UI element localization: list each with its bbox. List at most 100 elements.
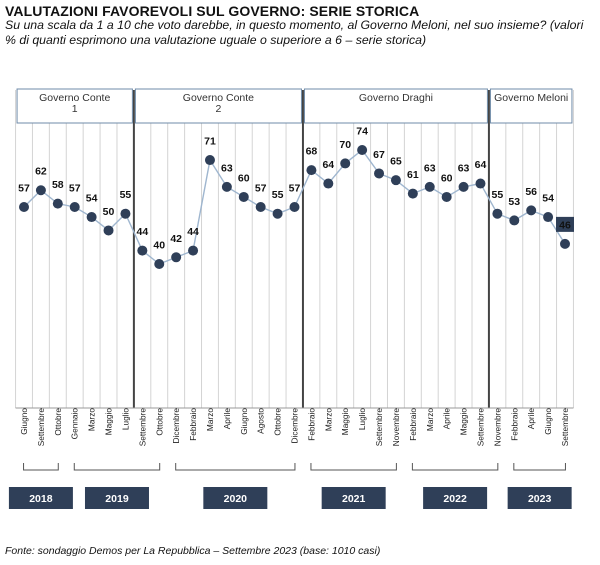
x-tick-label: Giugno xyxy=(19,408,29,435)
data-point xyxy=(407,188,418,199)
year-box xyxy=(321,487,386,509)
data-point xyxy=(560,238,570,249)
year-label: 2021 xyxy=(342,493,366,505)
data-label: 60 xyxy=(441,172,453,184)
data-point xyxy=(19,202,29,212)
data-point xyxy=(35,185,46,196)
x-tick-label: Marzo xyxy=(323,408,333,431)
data-point xyxy=(52,198,63,209)
year-label: 2022 xyxy=(443,493,467,505)
data-label: 55 xyxy=(272,189,284,201)
data-label: 57 xyxy=(18,183,30,195)
data-point xyxy=(272,208,283,219)
grid-lines xyxy=(15,90,574,409)
x-tick-label: Marzo xyxy=(205,408,215,431)
data-label: 57 xyxy=(289,183,301,195)
year-bracket xyxy=(73,463,161,471)
x-tick-label: Aprile xyxy=(442,408,452,430)
year-box xyxy=(8,487,73,509)
data-point xyxy=(221,181,232,192)
data-label: 55 xyxy=(492,189,504,201)
data-label: 65 xyxy=(390,156,402,168)
data-point xyxy=(120,208,131,219)
data-label: 54 xyxy=(542,193,554,205)
data-label: 53 xyxy=(508,196,520,208)
year-label: 2020 xyxy=(224,493,248,505)
x-tick-label: Settembre xyxy=(475,408,485,447)
governo-box xyxy=(489,88,573,124)
x-tick-label: Giugno xyxy=(543,408,553,435)
year-box xyxy=(507,487,572,509)
data-label: 54 xyxy=(86,193,98,205)
data-point xyxy=(424,181,435,192)
x-tick-label: Dicembre xyxy=(171,408,181,444)
x-tick-label: Luglio xyxy=(357,408,367,431)
x-tick-label: Novembre xyxy=(492,408,502,447)
data-label: 63 xyxy=(424,162,436,174)
data-label: 44 xyxy=(136,226,148,238)
data-label: 68 xyxy=(306,146,318,158)
data-label: 42 xyxy=(170,233,182,245)
governo-label-line2: 1 xyxy=(72,103,78,115)
year-box xyxy=(423,487,488,509)
x-tick-label: Aprile xyxy=(222,408,232,430)
x-tick-label: Settembre xyxy=(137,408,147,447)
governo-label-line2: 2 xyxy=(215,103,221,115)
data-point xyxy=(475,178,486,189)
data-label: 63 xyxy=(458,162,470,174)
x-tick-label: Ottobre xyxy=(154,408,164,436)
data-point xyxy=(103,225,114,236)
x-tick-label: Maggio xyxy=(459,408,469,436)
year-bracket xyxy=(23,463,59,471)
data-point xyxy=(306,165,317,176)
x-tick-label: Marzo xyxy=(425,408,435,431)
data-label: 56 xyxy=(525,186,537,198)
x-tick-label: Agosto xyxy=(256,408,266,434)
x-tick-label: Luglio xyxy=(120,408,130,431)
x-tick-label: Giugno xyxy=(239,408,249,435)
source-note: Fonte: sondaggio Demos per La Repubblica… xyxy=(5,545,381,557)
data-label: 61 xyxy=(407,169,419,181)
x-tick-label: Settembre xyxy=(560,408,570,447)
governo-label: Governo Draghi xyxy=(359,92,433,104)
data-point xyxy=(289,202,300,212)
data-point xyxy=(137,245,148,256)
data-label: 60 xyxy=(238,172,250,184)
data-label: 67 xyxy=(373,149,385,161)
x-tick-label: Settembre xyxy=(36,408,46,447)
chart-subtitle: Su una scala da 1 a 10 che voto darebbe,… xyxy=(5,18,584,47)
year-groups: 2018 2019 2020 2021 2022 2023 xyxy=(8,463,572,509)
year-bracket xyxy=(175,463,296,471)
data-point xyxy=(543,212,554,223)
governo-label: Governo Meloni xyxy=(494,92,568,104)
year-label: 2019 xyxy=(105,493,129,505)
year-bracket xyxy=(513,463,566,471)
x-tick-label: Febbraio xyxy=(509,408,519,441)
x-tick-label: Ottobre xyxy=(53,408,63,436)
data-point xyxy=(238,191,249,202)
data-label: 57 xyxy=(69,183,81,195)
data-point xyxy=(357,145,368,155)
data-point xyxy=(255,202,266,212)
chart-title: VALUTAZIONI FAVOREVOLI SUL GOVERNO: SERI… xyxy=(5,3,420,19)
data-label: 64 xyxy=(322,159,334,171)
data-label: 74 xyxy=(356,126,368,138)
governo-box xyxy=(16,88,133,124)
x-tick-label: Aprile xyxy=(526,408,536,430)
x-tick-label: Marzo xyxy=(87,408,97,431)
year-bracket xyxy=(411,463,499,471)
data-label: 62 xyxy=(35,166,47,178)
governo-box xyxy=(303,88,488,124)
x-tick-labels: Giugno Settembre Ottobre Gennaio Marzo Maggio… xyxy=(19,408,570,447)
data-label: 40 xyxy=(153,240,165,252)
data-label: 71 xyxy=(204,136,216,148)
data-point xyxy=(340,158,351,169)
data-label: 44 xyxy=(187,226,199,238)
data-points xyxy=(19,145,570,269)
x-tick-label: Febbraio xyxy=(408,408,418,441)
x-tick-label: Gennaio xyxy=(70,408,80,440)
data-point xyxy=(390,175,401,186)
highlight-label-bg xyxy=(556,216,574,232)
data-point xyxy=(441,191,452,202)
